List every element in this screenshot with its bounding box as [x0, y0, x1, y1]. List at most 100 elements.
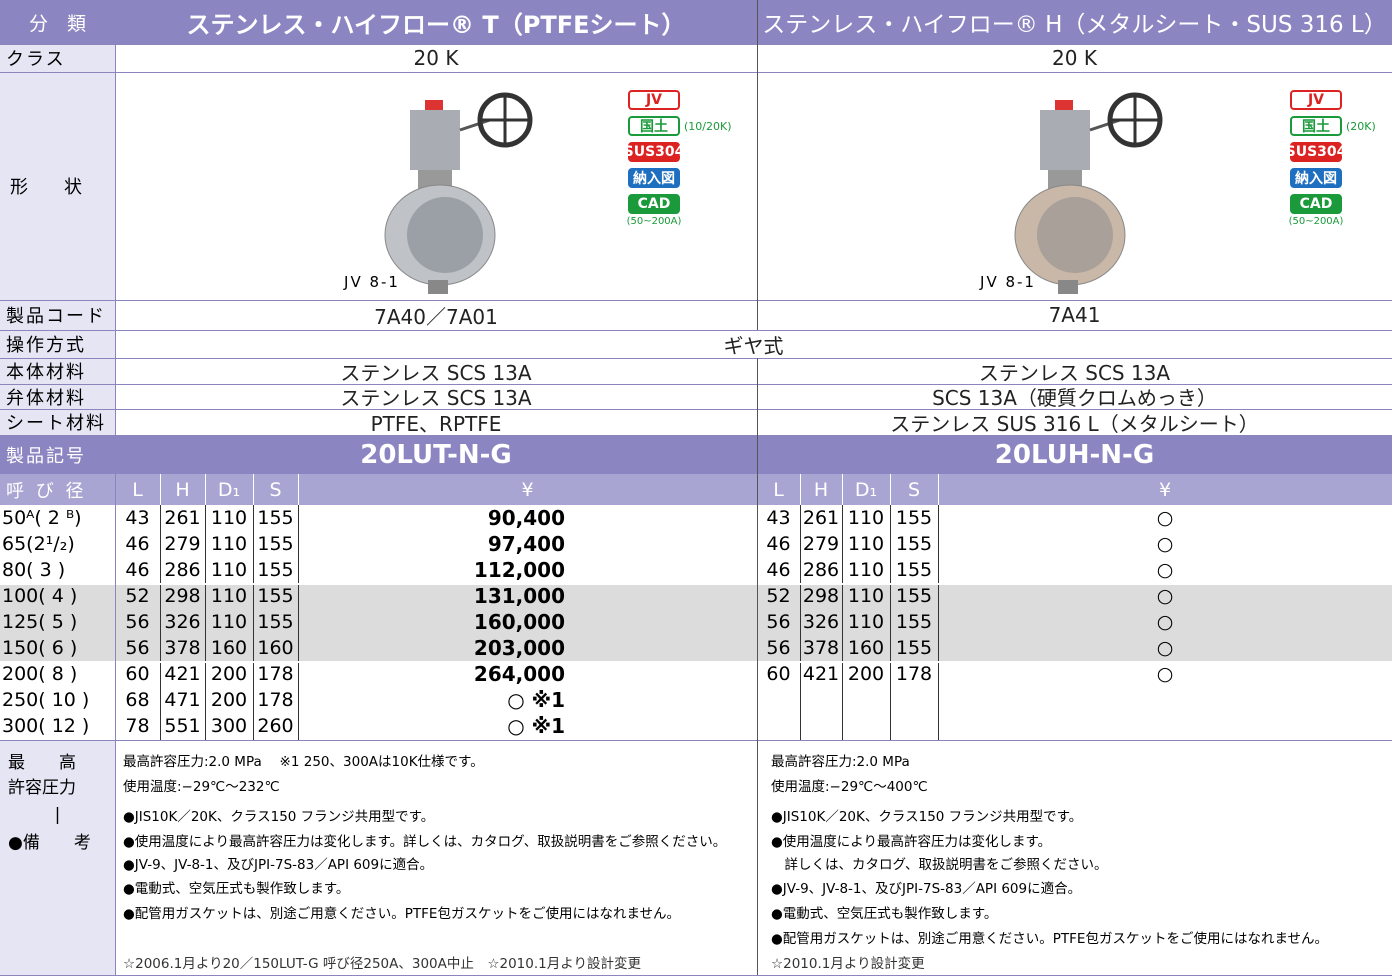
spec-value: ステンレス SCS 13A — [340, 386, 532, 410]
cell-value: 56 — [766, 611, 791, 633]
cell-value: 155 — [257, 585, 294, 607]
rule — [0, 384, 1392, 385]
cell-value: 471 — [164, 689, 201, 711]
model-code: 20LUT-N-G — [360, 439, 512, 470]
note: ●使用温度により最高許容圧力は変化します。 — [771, 834, 1052, 850]
cell-value: 326 — [164, 611, 201, 633]
cell-value: 298 — [164, 585, 201, 607]
cell-value: 110 — [847, 585, 885, 607]
spec-value: 20 K — [413, 46, 459, 70]
price: 264,000 — [473, 662, 565, 686]
price: 131,000 — [473, 584, 565, 608]
spec-value: ステンレス SCS 13A — [978, 360, 1171, 385]
badge-note: (20K) — [1346, 119, 1376, 133]
cell-value: 155 — [895, 559, 933, 581]
note: ●JV-9、JV-8-1、及びJPI-7S-83／API 609に適合。 — [771, 881, 1082, 897]
rule — [890, 505, 891, 740]
note: ☆2006.1月より20／150LUT-G 呼び径250A、300A中止 ☆20… — [123, 956, 641, 972]
size: 100( 4 ) — [2, 585, 78, 607]
price: ○ ※1 — [507, 714, 565, 738]
cell-value: 155 — [257, 559, 294, 581]
note: ●JIS10K／20K、クラス150 フランジ共用型です。 — [123, 809, 435, 825]
badge: 納入図 — [1290, 168, 1342, 188]
cell-value: 110 — [847, 533, 885, 555]
rule — [0, 661, 1392, 663]
cell-value: 46 — [766, 533, 791, 555]
cell-value: 200 — [210, 689, 248, 711]
spec-value: 7A41 — [1048, 303, 1101, 327]
note-label: 最 高 — [8, 752, 76, 773]
rule — [0, 409, 1392, 410]
rule — [800, 474, 801, 505]
cell-value: 155 — [257, 611, 294, 633]
cell-value: 261 — [802, 507, 840, 529]
cell-value: 110 — [210, 585, 248, 607]
cell-value: 286 — [164, 559, 201, 581]
size: 200( 8 ) — [2, 663, 78, 685]
price: ○ ※1 — [507, 688, 565, 712]
model-code: 20LUH-N-G — [994, 439, 1155, 470]
price: ○ — [1156, 637, 1174, 659]
cell-value: 52 — [125, 585, 150, 607]
price: 203,000 — [473, 636, 565, 660]
row-label: シート材料 — [6, 413, 106, 434]
rule — [0, 44, 1392, 45]
spec-value: ステンレス SUS 316 L（メタルシート） — [890, 411, 1259, 436]
cell-value: 160 — [210, 637, 248, 659]
size: 150( 6 ) — [2, 637, 78, 659]
cell-value: 56 — [125, 611, 150, 633]
cell-value: 160 — [847, 637, 885, 659]
cell-value: 551 — [164, 715, 201, 737]
image-caption: JV 8-1 — [344, 273, 400, 291]
cell-value: 421 — [802, 663, 840, 685]
cell-value: 421 — [164, 663, 201, 685]
row-label: 製品記号 — [6, 445, 86, 467]
size: 300( 12 ) — [2, 715, 90, 737]
badge-note: (50~200A) — [626, 215, 682, 227]
image-caption: JV 8-1 — [980, 273, 1036, 291]
column-header: S — [907, 478, 921, 501]
cell-value: 155 — [257, 507, 294, 529]
rule — [757, 0, 758, 330]
cell-value: 155 — [895, 507, 933, 529]
cell-value: 110 — [210, 559, 248, 581]
column-header: D₁ — [854, 478, 878, 501]
column-header: ¥ — [1158, 478, 1172, 501]
cell-value: 178 — [257, 663, 294, 685]
badge: SUS304 — [1285, 142, 1347, 162]
note: 使用温度:−29℃〜232℃ — [123, 779, 280, 795]
rule — [298, 474, 299, 505]
badge: JV — [628, 90, 680, 110]
spec-value: ステンレス SCS 13A — [340, 360, 532, 385]
price: ○ — [1156, 507, 1174, 529]
cell-value: 46 — [125, 559, 150, 581]
cell-value: 261 — [164, 507, 201, 529]
cell-value: 46 — [125, 533, 150, 555]
note: ●配管用ガスケットは、別途ご用意ください。PTFE包ガスケットをご使用にはなれま… — [771, 931, 1329, 947]
note: ●配管用ガスケットは、別途ご用意ください。PTFE包ガスケットをご使用にはなれま… — [123, 906, 681, 922]
badge: SUS304 — [623, 142, 685, 162]
cell-value: 178 — [257, 689, 294, 711]
badge: CAD — [628, 194, 680, 214]
cell-value: 43 — [125, 507, 150, 529]
note-label: ●備 考 — [8, 832, 91, 853]
row-label: 製品コード — [6, 306, 106, 327]
cell-bg — [0, 474, 1392, 505]
cell-value: 279 — [164, 533, 201, 555]
column-header: S — [269, 478, 282, 501]
badge: JV — [1290, 90, 1342, 110]
cell-value: 52 — [766, 585, 791, 607]
spec-value: SCS 13A（硬質クロムめっき） — [932, 386, 1217, 410]
note: ●電動式、空気圧式も製作致します。 — [771, 906, 998, 922]
cell-bg — [0, 740, 115, 976]
price: 97,400 — [487, 532, 565, 556]
price: 112,000 — [473, 558, 565, 582]
rule — [842, 474, 843, 505]
rule — [0, 583, 1392, 585]
note: ●使用温度により最高許容圧力は変化します。詳しくは、カタログ、取扱説明書をご参照… — [123, 834, 727, 850]
price: 90,400 — [487, 506, 565, 530]
cell-value: 200 — [210, 663, 248, 685]
rule — [0, 300, 1392, 301]
rule — [160, 505, 161, 740]
